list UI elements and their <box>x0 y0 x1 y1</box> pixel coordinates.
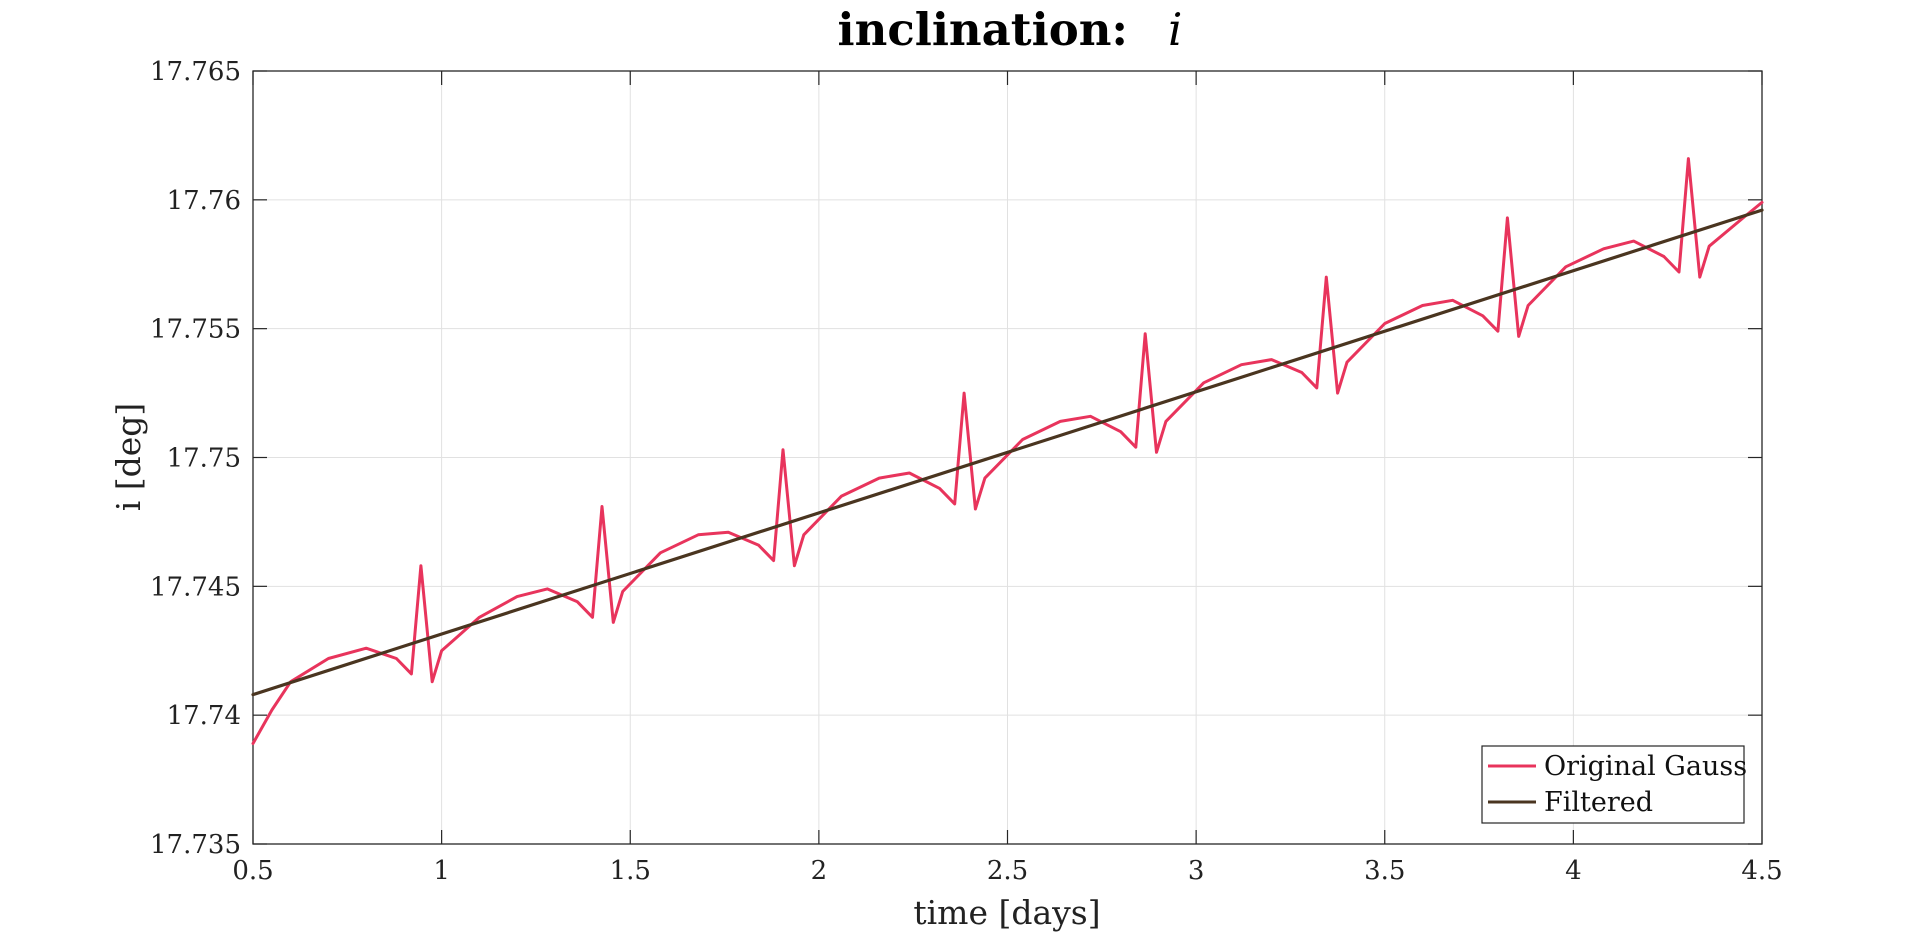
x-tick-label: 2 <box>811 856 828 886</box>
x-axis-label: time [days] <box>913 893 1100 932</box>
x-tick-label: 2.5 <box>987 856 1028 886</box>
legend-label-filtered: Filtered <box>1544 787 1653 818</box>
legend-box <box>1481 745 1745 824</box>
y-tick-label: 17.745 <box>150 572 241 602</box>
series-line-filtered <box>251 208 1764 697</box>
chart-title: inclination: i <box>838 3 1183 56</box>
x-tick-label: 1 <box>433 856 450 886</box>
x-tick-label: 4 <box>1565 856 1582 886</box>
x-tick-label: 0.5 <box>232 856 273 886</box>
x-tick-label: 4.5 <box>1741 856 1782 886</box>
chart-title-text: inclination: <box>838 3 1129 56</box>
x-tick-label: 3.5 <box>1364 856 1405 886</box>
y-tick-label: 17.74 <box>167 701 241 731</box>
axis-ticks: 0.5 1 1.5 2 2.5 3 3.5 4 4.5 17.735 17.74 17.745 17.7… <box>150 57 1783 886</box>
series-lines <box>251 157 1764 745</box>
x-tick-label: 3 <box>1188 856 1205 886</box>
grid <box>252 70 1763 845</box>
y-tick-label: 17.755 <box>150 315 241 345</box>
y-tick-label: 17.765 <box>150 57 241 87</box>
y-tick-label: 17.75 <box>167 444 241 474</box>
chart-title-symbol: i <box>1168 3 1182 56</box>
legend-label-original-gauss: Original Gauss <box>1544 751 1747 782</box>
y-tick-label: 17.76 <box>167 186 241 216</box>
series-line-original-gauss <box>251 157 1764 745</box>
y-axis-label: i [deg] <box>109 403 148 512</box>
legend: Original Gauss Filtered <box>1481 745 1747 824</box>
x-tick-label: 1.5 <box>610 856 651 886</box>
y-tick-label: 17.735 <box>150 830 241 860</box>
